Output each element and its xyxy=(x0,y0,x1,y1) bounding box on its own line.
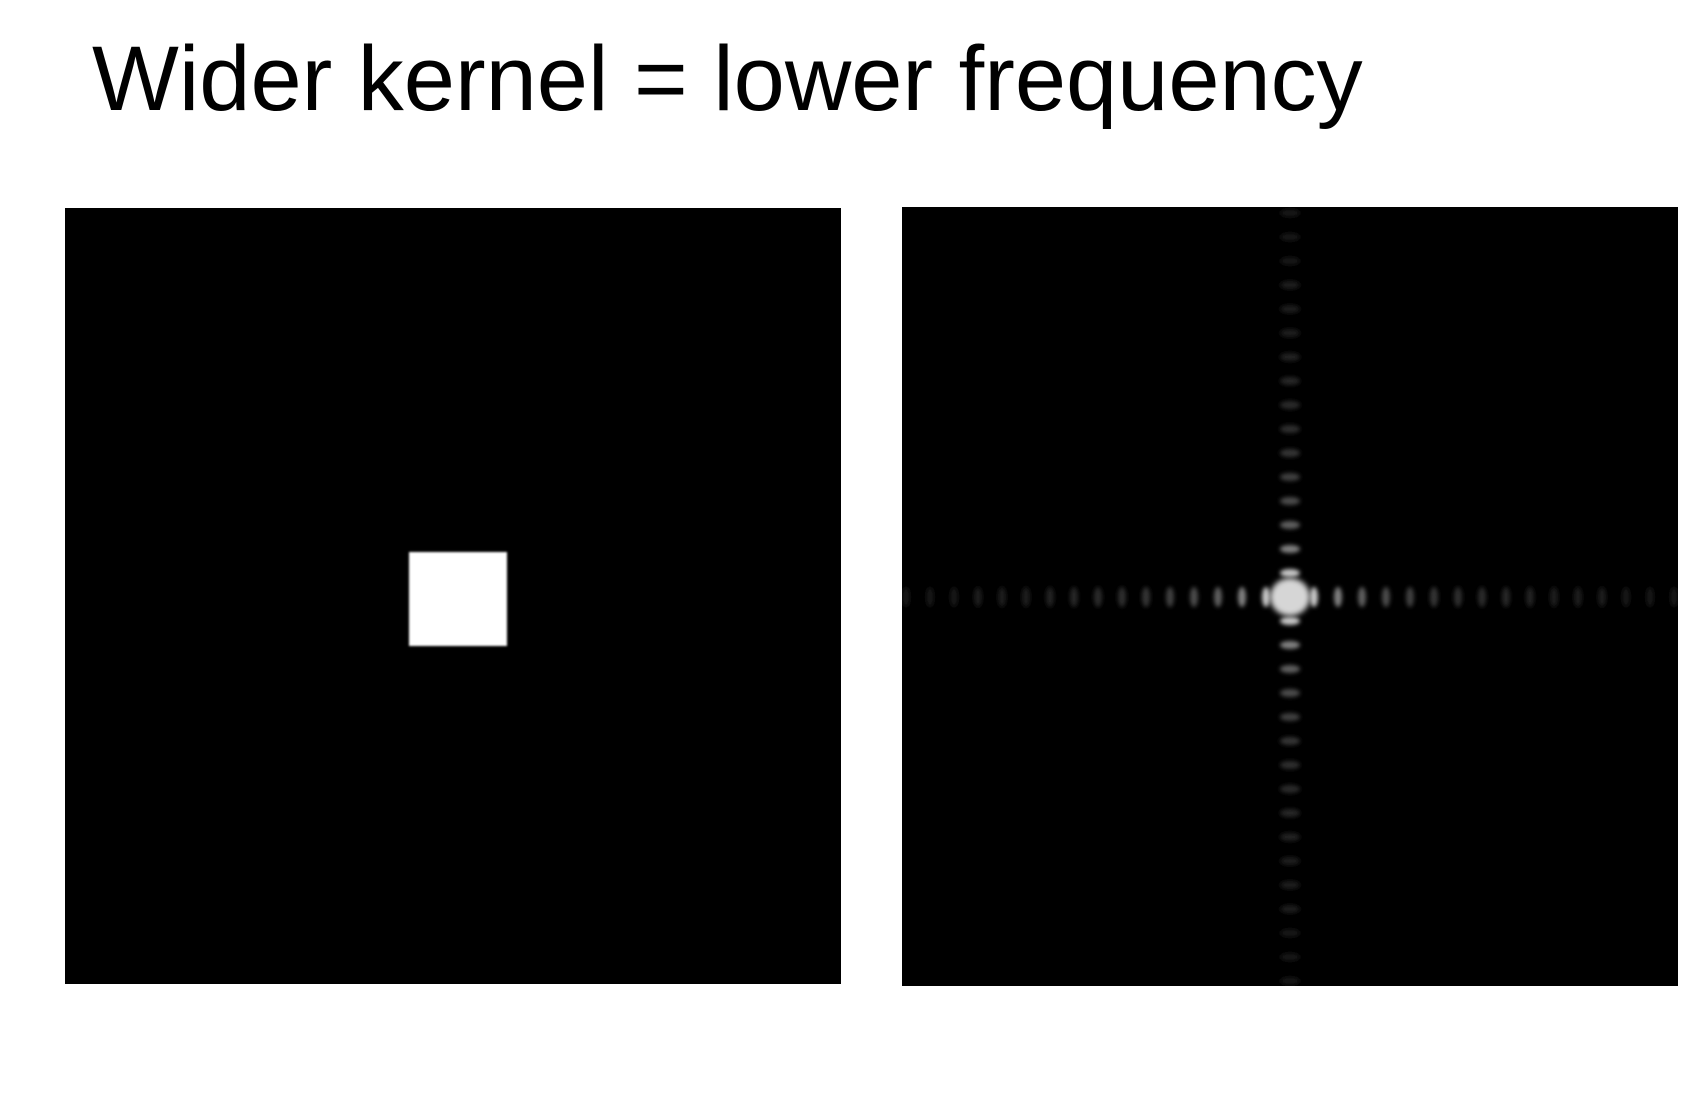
sinc-lobe xyxy=(1280,353,1300,361)
sinc-lobe xyxy=(1280,833,1300,841)
sinc-lobe xyxy=(1118,587,1126,607)
sinc-lobe xyxy=(1550,587,1558,607)
sinc-lobe xyxy=(1310,587,1318,607)
sinc-lobe xyxy=(1280,809,1300,817)
sinc-lobe xyxy=(1280,929,1300,937)
sinc-lobe xyxy=(1670,587,1678,607)
sinc-lobe xyxy=(1280,209,1300,217)
sinc-lobe xyxy=(1280,689,1300,697)
frequency-spectrum-svg xyxy=(902,207,1678,986)
sinc-lobe xyxy=(1046,587,1054,607)
sinc-lobe xyxy=(1280,569,1300,577)
sinc-lobe xyxy=(1280,425,1300,433)
sinc-lobe xyxy=(974,587,982,607)
sinc-lobe xyxy=(1280,953,1300,961)
sinc-lobe xyxy=(902,587,910,607)
sinc-lobe xyxy=(1280,449,1300,457)
sinc-lobe xyxy=(1280,977,1300,985)
sinc-lobe xyxy=(1280,281,1300,289)
box-kernel-image xyxy=(65,208,841,984)
sinc-lobe xyxy=(1280,305,1300,313)
sinc-lobe xyxy=(1358,587,1366,607)
sinc-lobe xyxy=(1142,587,1150,607)
sinc-lobe xyxy=(1502,587,1510,607)
slide-title: Wider kernel = lower frequency xyxy=(92,28,1363,130)
sinc-lobe xyxy=(1190,587,1198,607)
sinc-lobe xyxy=(1238,587,1246,607)
sinc-lobe xyxy=(1526,587,1534,607)
box-kernel-svg xyxy=(65,208,841,984)
sinc-lobe xyxy=(998,587,1006,607)
sinc-lobe xyxy=(1280,473,1300,481)
sinc-lobe xyxy=(1280,521,1300,529)
sinc-lobe xyxy=(1406,587,1414,607)
sinc-lobe xyxy=(1280,545,1300,553)
sinc-lobe xyxy=(1280,737,1300,745)
sinc-lobe xyxy=(1646,587,1654,607)
sinc-lobe xyxy=(1214,587,1222,607)
sinc-lobe xyxy=(950,587,958,607)
sinc-lobe xyxy=(1280,785,1300,793)
sinc-lobe xyxy=(1280,761,1300,769)
sinc-lobe xyxy=(1574,587,1582,607)
sinc-lobe xyxy=(1070,587,1078,607)
sinc-lobe xyxy=(1280,377,1300,385)
sinc-lobe xyxy=(1280,257,1300,265)
sinc-lobe xyxy=(1022,587,1030,607)
sinc-lobe xyxy=(1334,587,1342,607)
sinc-lobe xyxy=(1280,641,1300,649)
sinc-lobe xyxy=(1454,587,1462,607)
sinc-lobe xyxy=(1622,587,1630,607)
sinc-lobe xyxy=(1094,587,1102,607)
sinc-lobe xyxy=(1598,587,1606,607)
sinc-lobe xyxy=(1280,857,1300,865)
box-kernel-square xyxy=(409,552,507,646)
sinc-lobe xyxy=(1280,233,1300,241)
frequency-spectrum-image xyxy=(902,207,1678,986)
dc-peak xyxy=(1270,578,1310,616)
sinc-lobe xyxy=(1280,665,1300,673)
sinc-lobe xyxy=(1280,905,1300,913)
sinc-lobe xyxy=(1430,587,1438,607)
sinc-side-lobes xyxy=(902,209,1678,985)
sinc-lobe xyxy=(1478,587,1486,607)
sinc-lobe xyxy=(1280,713,1300,721)
sinc-lobe xyxy=(926,587,934,607)
sinc-lobe xyxy=(1166,587,1174,607)
sinc-lobe xyxy=(1262,587,1270,607)
sinc-lobe xyxy=(1382,587,1390,607)
sinc-lobe xyxy=(1280,617,1300,625)
sinc-lobe xyxy=(1280,497,1300,505)
sinc-lobe xyxy=(1280,329,1300,337)
sinc-lobe xyxy=(1280,881,1300,889)
sinc-lobe xyxy=(1280,401,1300,409)
